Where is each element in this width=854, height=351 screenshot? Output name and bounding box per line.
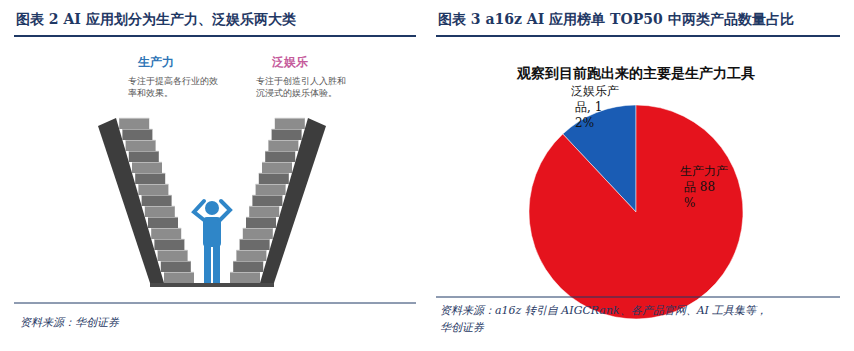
step [164, 272, 194, 283]
data-label-line: 品 88 [684, 180, 715, 194]
source-rule [14, 303, 416, 304]
node-description-line: 专注于提高各行业的效 [128, 76, 218, 86]
step [249, 206, 279, 217]
step [268, 140, 298, 151]
step [122, 129, 152, 140]
step-edge [275, 118, 305, 119]
step [126, 140, 156, 151]
step [148, 217, 178, 228]
data-label: 泛娱乐产品, 1 2% [571, 84, 619, 130]
step [119, 118, 149, 129]
step [236, 250, 266, 261]
source: 华创证券 [440, 321, 485, 334]
panel-title: 图表 2 AI 应用划分为生产力、泛娱乐两大类 [16, 11, 296, 27]
step [233, 261, 263, 272]
panel-title: 图表 3 a16z AI 应用榜单 TOP50 中两类产品数量占比 [438, 11, 794, 27]
step [154, 239, 184, 250]
data-label-line: 生产力产 [680, 164, 728, 178]
staircase [98, 118, 326, 287]
step [246, 217, 276, 228]
node-label: 生产力 [137, 55, 174, 69]
data-label: 生产力产品 88% [680, 164, 728, 210]
data-label-line: 泛娱乐产 [571, 84, 619, 98]
stair-wall [260, 118, 326, 283]
chart-title: 观察到目前跑出来的主要是生产力工具 [516, 65, 755, 81]
data-label-line: % [684, 196, 695, 210]
person-head [205, 201, 219, 215]
step [240, 239, 270, 250]
canvas: 图表 2 AI 应用划分为生产力、泛娱乐两大类生产力专注于提高各行业的效率和效果… [0, 0, 854, 351]
node-description-line: 专注于创造引人入胜和 [256, 76, 346, 86]
step [161, 261, 191, 272]
step [138, 184, 168, 195]
step-edge [119, 118, 149, 119]
node-description: 专注于创造引人入胜和沉浸式的娱乐体验。 [256, 76, 346, 98]
step [259, 173, 289, 184]
step [142, 195, 172, 206]
step [145, 206, 175, 217]
person-body [203, 217, 221, 247]
step [135, 173, 165, 184]
left-panel: 图表 2 AI 应用划分为生产力、泛娱乐两大类生产力专注于提高各行业的效率和效果… [14, 11, 416, 329]
data-label-line: 2% [575, 116, 594, 130]
source: 资料来源：a16z 转引自 AIGCRank、各产品官网、AI 工具集等， [440, 304, 767, 317]
step [272, 129, 302, 140]
step [129, 151, 159, 162]
person [194, 201, 230, 283]
pie [529, 105, 743, 319]
right-panel: 图表 3 a16z AI 应用榜单 TOP50 中两类产品数量占比观察到目前跑出… [436, 11, 840, 334]
person-leg [213, 245, 220, 283]
title-rule [436, 35, 840, 37]
step [275, 118, 305, 129]
node-description: 专注于提高各行业的效率和效果。 [128, 76, 218, 98]
node-label: 泛娱乐 [271, 55, 308, 69]
floor [150, 283, 274, 287]
person-arm [194, 201, 204, 220]
pie-slice [529, 105, 743, 319]
step [132, 162, 162, 173]
step [151, 228, 181, 239]
step [265, 151, 295, 162]
source: 资料来源：华创证券 [20, 316, 120, 329]
step [256, 184, 286, 195]
person-arm [220, 201, 230, 220]
step [243, 228, 273, 239]
node-description-line: 率和效果。 [128, 88, 173, 98]
stair-wall [98, 118, 164, 283]
step [158, 250, 188, 261]
source-rule [436, 297, 840, 298]
step [262, 162, 292, 173]
step [230, 272, 260, 283]
node-description-line: 沉浸式的娱乐体验。 [256, 88, 337, 98]
person-leg [204, 245, 211, 283]
step [252, 195, 282, 206]
title-rule [14, 35, 416, 37]
data-label-line: 品, 1 [575, 100, 602, 114]
